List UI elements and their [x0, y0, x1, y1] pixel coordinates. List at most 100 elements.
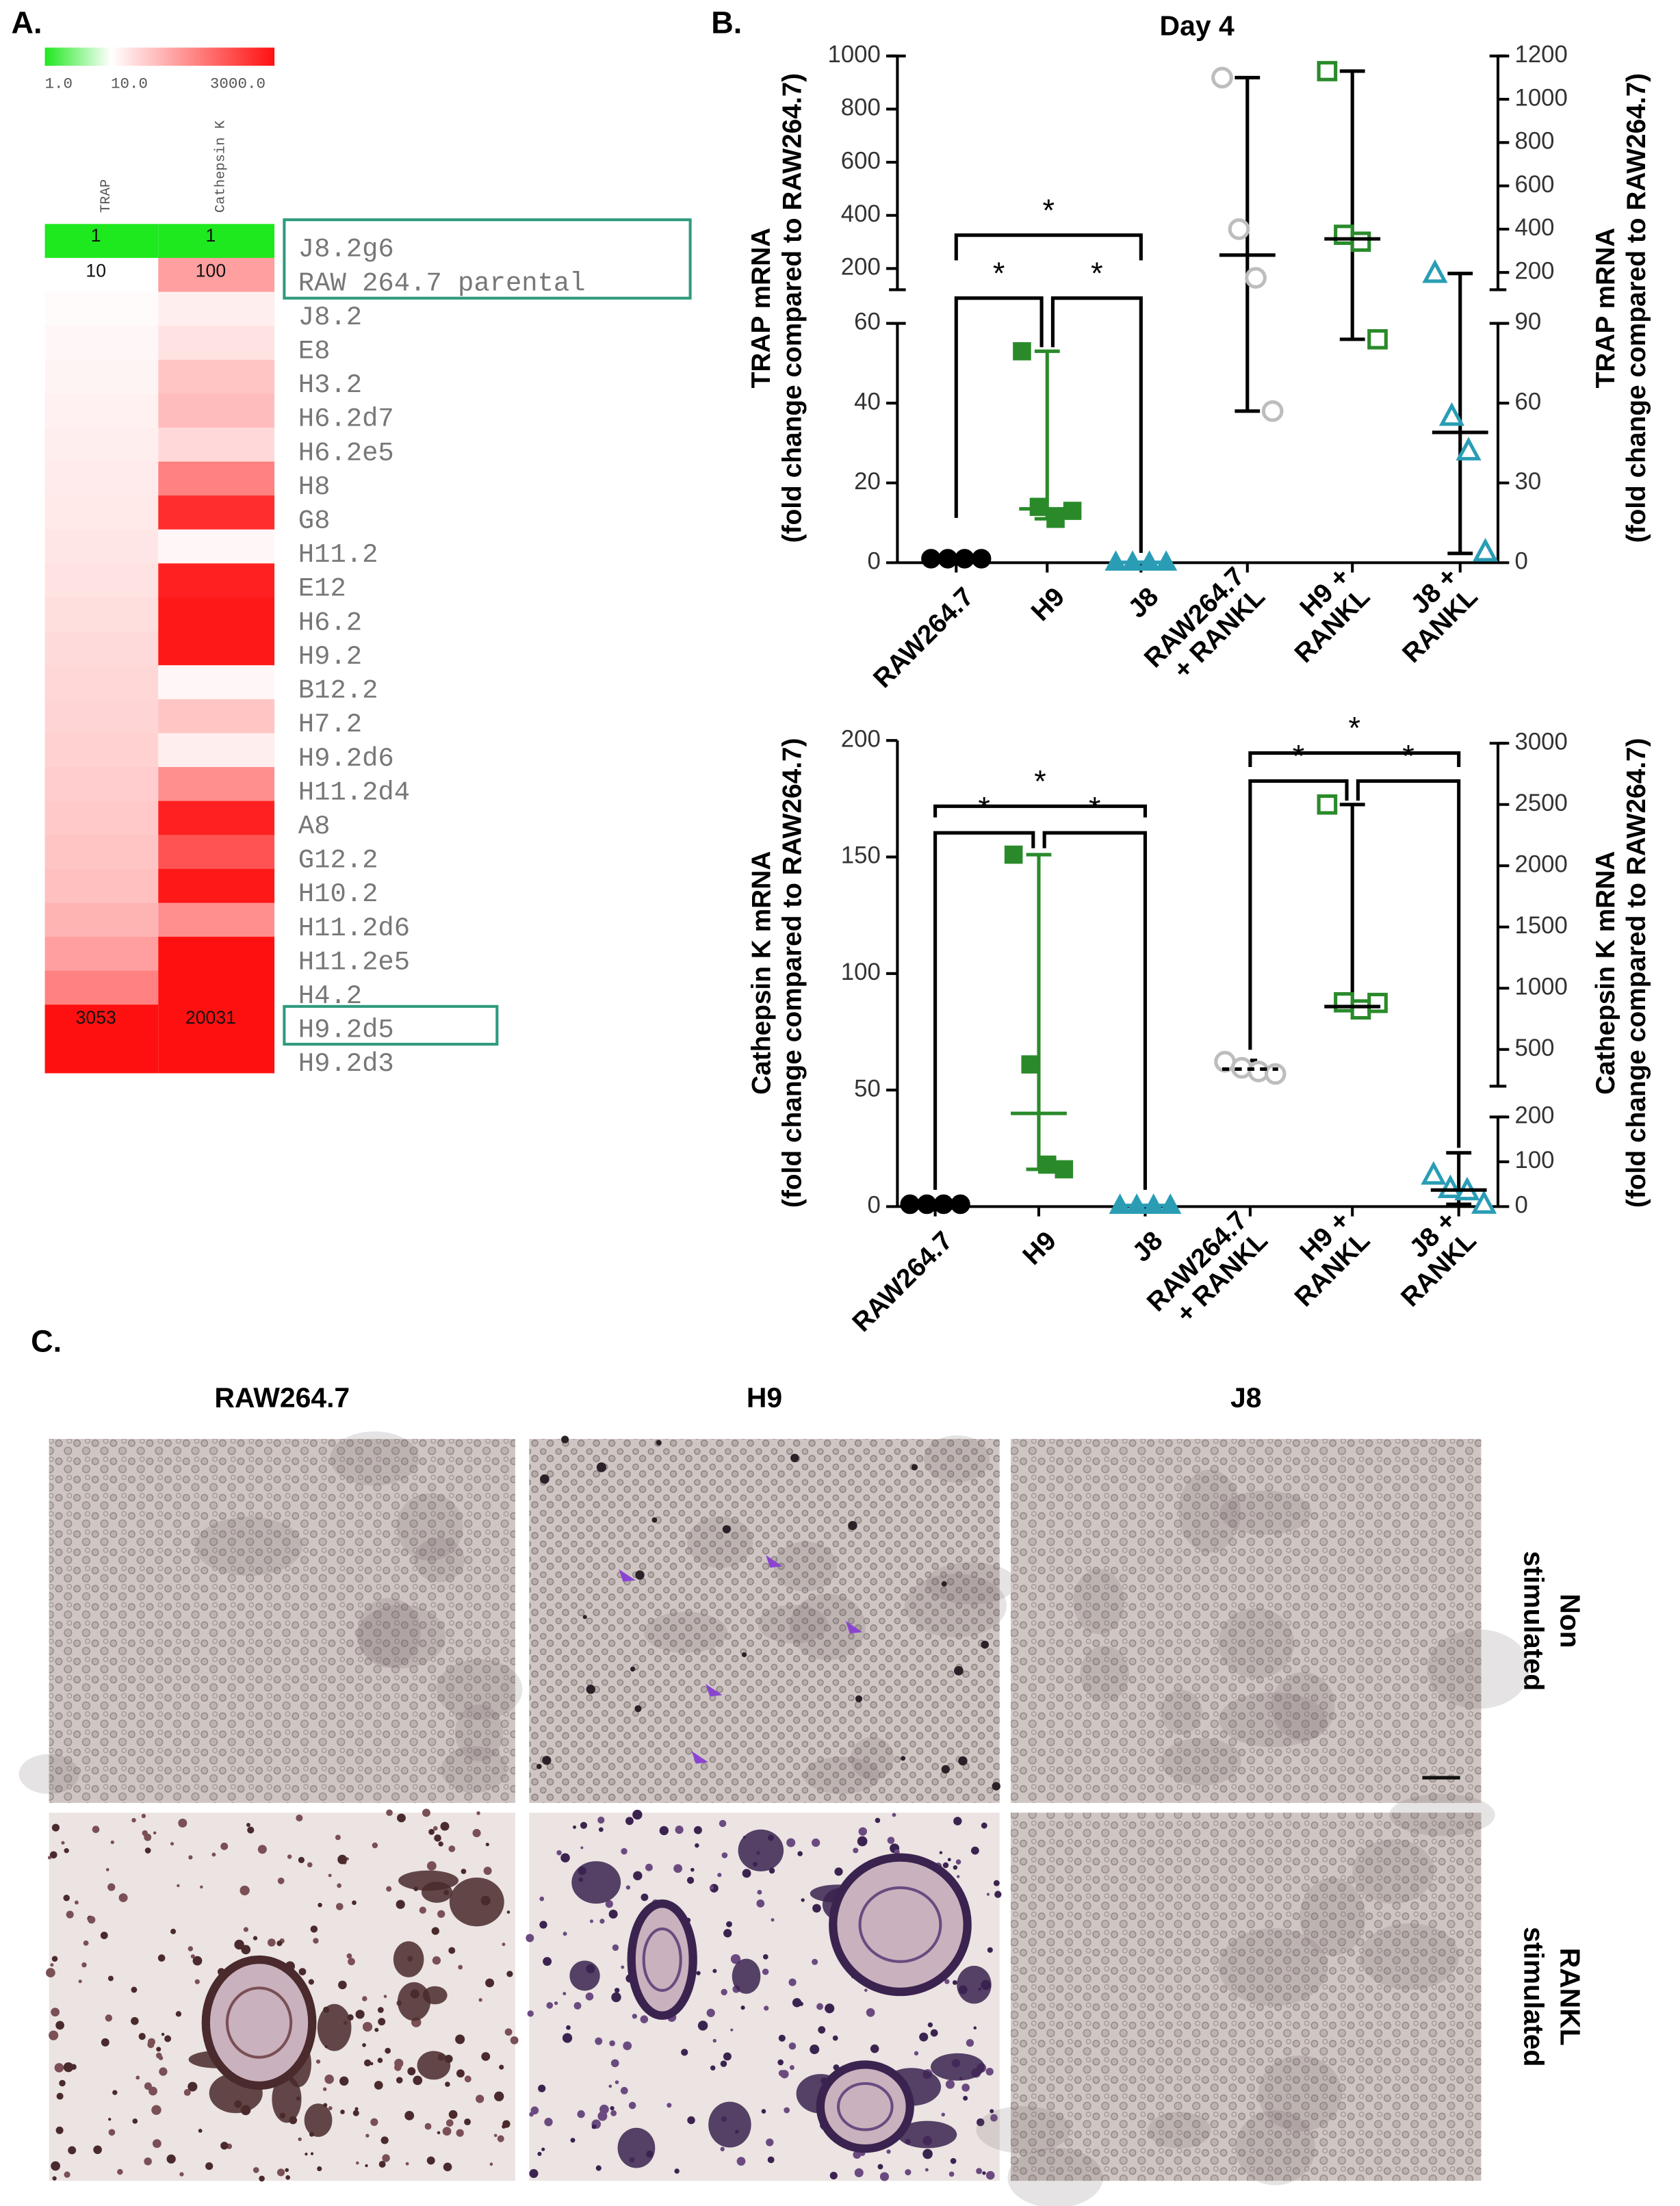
stained-cell [190, 1954, 195, 1959]
stained-cell [777, 2059, 784, 2066]
data-point [1438, 402, 1465, 426]
stained-cell [632, 2013, 638, 2019]
cell-cluster [976, 2105, 1071, 2154]
stained-cell [108, 2118, 112, 2121]
stained-cell [539, 1896, 545, 1902]
data-point [1471, 1190, 1497, 1214]
arrowhead [619, 1569, 636, 1582]
stained-cell [386, 1886, 392, 1892]
row-label: E8 [298, 336, 331, 366]
stained-cell [476, 1811, 480, 1815]
stained-cell [825, 2003, 835, 2014]
stained-cell [610, 2110, 617, 2116]
significance-bracket [933, 804, 1148, 818]
scale-label: 1.0 [45, 75, 73, 93]
stained-cell [615, 2080, 619, 2084]
stained-cell [985, 2170, 995, 2180]
stained-cell [887, 1837, 895, 1844]
heatmap-cell [44, 868, 159, 904]
stained-cell [394, 2064, 402, 2071]
heatmap-cell [44, 970, 159, 1006]
stained-cell [560, 1853, 570, 1863]
stained-cell [870, 2044, 879, 2053]
stained-cell [198, 2129, 203, 2133]
stained-cell [502, 1943, 506, 1947]
heatmap-cell [158, 903, 275, 938]
row-label: H10.2 [298, 879, 378, 909]
cell-cluster [357, 1605, 446, 1669]
stained-cell [298, 1856, 305, 1863]
osteoclast [393, 1941, 424, 1977]
data-point [1367, 992, 1388, 1013]
arrowhead [766, 1555, 783, 1568]
stained-cell [142, 1830, 148, 1837]
osteoclast [201, 1955, 317, 2090]
stained-cell [493, 2133, 497, 2138]
data-point [1367, 329, 1388, 350]
stained-cell [941, 1581, 947, 1587]
stained-cell [192, 1956, 203, 1966]
y-tick-label: 100 [841, 959, 881, 985]
arrowhead [845, 1620, 863, 1634]
stained-cell [93, 2145, 102, 2155]
stained-cell [170, 1928, 177, 1934]
row-label: J8.2g6 [298, 235, 394, 265]
stained-cell [322, 2087, 327, 2092]
stained-cell [55, 2021, 64, 2030]
stained-cell [432, 1956, 441, 1965]
stained-cell [726, 1921, 732, 1928]
stained-cell [287, 1854, 292, 1859]
stained-cell [566, 2025, 571, 2030]
stained-cell [485, 1978, 495, 1988]
heatmap-cell [158, 699, 275, 734]
significance-label: * [1349, 711, 1361, 746]
stained-cell [722, 1524, 731, 1534]
stained-cell [78, 1980, 82, 1984]
stained-cell [397, 1813, 406, 1823]
stained-cell [405, 2162, 409, 2166]
heatmap-cell [44, 291, 159, 327]
data-point [1029, 497, 1048, 517]
stained-cell [595, 2037, 603, 2045]
stained-cell [721, 1988, 727, 1996]
stained-cell [448, 1947, 456, 1954]
stained-cell [59, 2079, 66, 2087]
cell-cluster [687, 1516, 753, 1568]
stained-cell [144, 2157, 152, 2166]
stained-cell [46, 1968, 55, 1977]
y-tick-label: 90 [1515, 309, 1542, 335]
stained-cell [723, 2052, 732, 2061]
cell-cluster [850, 1737, 894, 1780]
stained-cell [107, 1975, 114, 1982]
osteoclast [449, 1877, 504, 1927]
stained-cell [977, 2118, 985, 2127]
row-label: H7.2 [298, 710, 362, 740]
stained-cell [117, 2168, 123, 2175]
stained-cell [68, 2146, 77, 2155]
cell-cluster [643, 1611, 728, 1653]
row-label: A8 [298, 812, 331, 842]
row-label: G12.2 [298, 846, 378, 876]
stained-cell [766, 2138, 774, 2146]
stained-cell [148, 2086, 157, 2096]
stained-cell [153, 1831, 157, 1835]
stained-cell [164, 2035, 172, 2042]
stained-cell [586, 1685, 595, 1694]
stained-cell [377, 2058, 383, 2064]
axis-label: (fold change compared to RAW264.7) [1622, 73, 1651, 543]
significance-label: * [1293, 739, 1305, 774]
stained-cell [158, 2055, 164, 2060]
stained-cell [939, 1851, 943, 1854]
stained-cell [346, 1953, 352, 1959]
stained-cell [47, 1856, 51, 1860]
stained-cell [756, 1899, 765, 1908]
stained-cell [667, 2103, 672, 2108]
heatmap-cell [158, 359, 275, 395]
stained-cell [464, 2075, 471, 2083]
stained-cell [175, 2011, 182, 2017]
stained-cell [497, 2135, 504, 2142]
stained-cell [696, 1971, 701, 1975]
stained-cell [599, 1919, 605, 1924]
data-point [1228, 218, 1250, 240]
